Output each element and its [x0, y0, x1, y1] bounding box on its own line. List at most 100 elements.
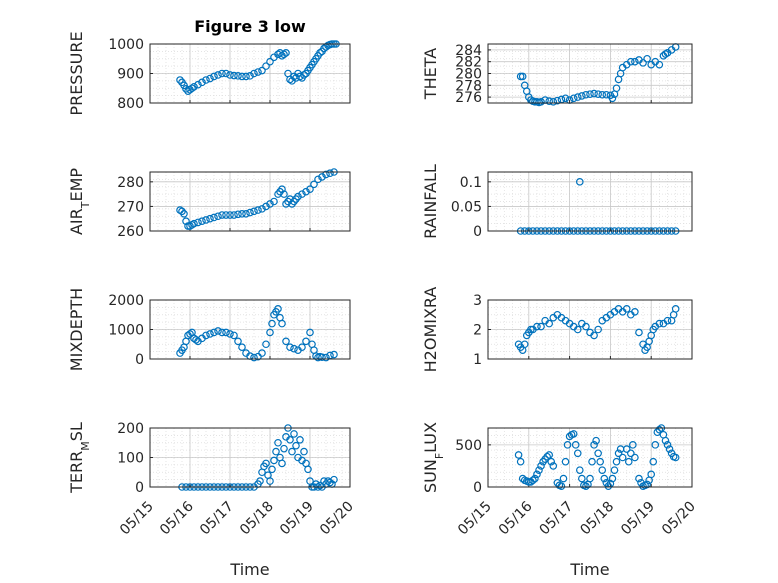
data-point	[198, 217, 206, 225]
data-point	[180, 209, 188, 218]
data-point	[222, 328, 230, 337]
data-point	[643, 480, 651, 489]
chart-title: Figure 3 low	[194, 17, 306, 36]
data-point	[330, 475, 338, 484]
data-point	[186, 330, 194, 338]
data-point	[230, 331, 238, 340]
data-point	[262, 340, 270, 349]
y-tick-label: 2	[473, 323, 482, 339]
data-point	[573, 325, 582, 334]
data-point	[286, 343, 294, 352]
y-tick-label: 0	[135, 352, 144, 368]
data-point	[649, 457, 658, 466]
data-point	[272, 447, 280, 456]
data-point	[258, 349, 266, 357]
x-tick-label: 05/18	[577, 499, 617, 539]
data-point	[545, 451, 554, 459]
y-axis-label: PRESSURE	[67, 31, 86, 115]
data-point	[608, 94, 617, 103]
axes-box	[149, 171, 351, 232]
data-point	[326, 169, 334, 178]
data-point	[571, 441, 580, 449]
x-tick-label: 05/16	[496, 498, 536, 538]
y-tick-label: 282	[455, 55, 482, 71]
y-axis-label: TERRMSL	[67, 422, 92, 494]
data-point	[238, 209, 246, 218]
data-point	[561, 94, 570, 103]
data-point	[218, 328, 226, 337]
data-point	[614, 449, 623, 458]
data-point	[582, 482, 590, 490]
data-point	[234, 210, 242, 219]
y-tick-label: 280	[117, 175, 144, 191]
data-point	[182, 217, 190, 225]
data-point	[671, 305, 680, 313]
data-point	[598, 90, 607, 99]
x-tick-label: 05/15	[455, 499, 495, 539]
data-point	[573, 93, 582, 101]
data-point	[258, 66, 266, 75]
data-point	[282, 49, 290, 57]
data-point	[602, 90, 611, 99]
data-point	[302, 187, 310, 196]
data-point	[322, 170, 330, 179]
data-point	[250, 207, 258, 216]
data-point	[622, 305, 631, 313]
data-point	[270, 456, 278, 465]
data-point	[262, 202, 270, 211]
y-axis-label: SUNFLUX	[421, 422, 446, 493]
data-point	[210, 72, 218, 81]
data-point	[569, 430, 578, 438]
data-point	[266, 477, 274, 485]
data-point	[575, 466, 584, 474]
x-axis-label: Time	[569, 560, 609, 579]
data-point	[226, 71, 234, 79]
data-point	[300, 447, 308, 456]
data-point	[588, 457, 596, 466]
y-tick-label: 0	[473, 480, 482, 496]
data-point	[582, 90, 590, 99]
data-point	[543, 452, 551, 461]
data-point	[629, 441, 637, 449]
axes-box	[487, 427, 693, 488]
data-point	[246, 72, 254, 80]
data-point	[290, 344, 298, 353]
data-point	[531, 474, 539, 483]
data-point	[202, 331, 210, 340]
data-point	[624, 457, 633, 466]
data-point	[194, 218, 202, 227]
y-tick-label: 0	[473, 224, 482, 240]
data-point	[578, 474, 586, 483]
data-point	[270, 197, 278, 206]
data-point	[278, 459, 286, 468]
data-point	[268, 319, 276, 328]
data-point	[545, 97, 554, 106]
data-point	[242, 72, 250, 81]
data-point	[557, 482, 566, 490]
data-point	[202, 216, 210, 224]
data-point	[304, 465, 312, 474]
data-point	[535, 466, 543, 474]
data-point	[586, 474, 594, 483]
subplot-1: 800 900 1000 PRESSURE	[67, 31, 351, 116]
data-point	[612, 457, 621, 466]
data-point	[545, 319, 554, 328]
data-point	[234, 72, 242, 80]
y-tick-label: 1000	[108, 323, 144, 339]
data-point	[631, 453, 639, 462]
data-point	[176, 76, 184, 84]
y-tick-label: 500	[455, 438, 482, 454]
subplot-3: 260 270 280 AIRTEMP	[67, 168, 351, 240]
data-point	[250, 353, 258, 362]
data-point	[594, 90, 602, 98]
y-tick-label: 100	[117, 451, 144, 467]
data-point	[582, 322, 590, 331]
data-point	[218, 211, 226, 219]
data-point	[314, 175, 322, 184]
data-point	[262, 62, 270, 70]
y-tick-label: 900	[117, 67, 144, 83]
y-axis-label: THETA	[421, 48, 440, 100]
data-point	[575, 178, 584, 186]
data-point	[298, 190, 306, 198]
